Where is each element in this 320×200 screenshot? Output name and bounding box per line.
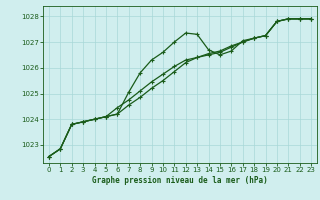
- X-axis label: Graphe pression niveau de la mer (hPa): Graphe pression niveau de la mer (hPa): [92, 176, 268, 185]
